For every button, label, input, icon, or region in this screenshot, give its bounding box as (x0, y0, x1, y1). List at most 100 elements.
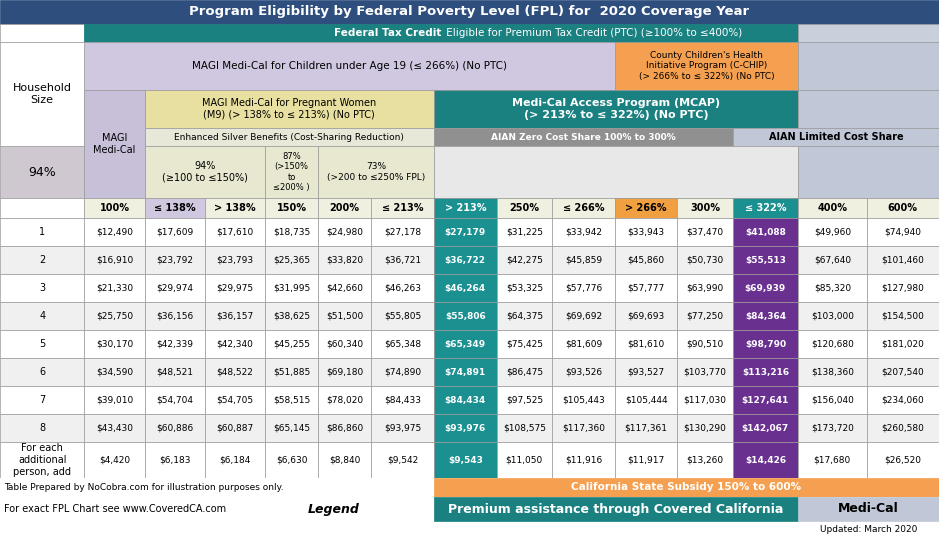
Text: ≤ 138%: ≤ 138% (154, 203, 195, 213)
Bar (0, 146, 85, 198)
Bar (145, 358, 205, 386)
Text: $63,990: $63,990 (686, 284, 724, 292)
Text: ≤ 266%: ≤ 266% (562, 203, 604, 213)
Bar (434, 218, 497, 246)
Bar (318, 246, 371, 274)
Text: $48,521: $48,521 (156, 368, 193, 377)
Text: $41,088: $41,088 (745, 227, 786, 237)
Text: $90,510: $90,510 (686, 340, 724, 349)
Bar (145, 246, 205, 274)
Text: $127,641: $127,641 (742, 395, 789, 404)
Text: $57,777: $57,777 (627, 284, 665, 292)
Bar (677, 302, 732, 330)
Bar (552, 246, 615, 274)
Text: $11,050: $11,050 (506, 456, 543, 465)
Text: $55,806: $55,806 (445, 311, 485, 320)
Text: $45,859: $45,859 (565, 256, 602, 265)
Bar (434, 330, 497, 358)
Text: $117,361: $117,361 (624, 423, 668, 432)
Bar (371, 358, 434, 386)
Text: $42,275: $42,275 (506, 256, 543, 265)
Bar (205, 386, 265, 414)
Bar (867, 442, 939, 478)
Bar (552, 442, 615, 478)
Text: 5: 5 (39, 339, 45, 349)
Bar (732, 302, 798, 330)
Text: $45,860: $45,860 (627, 256, 665, 265)
Bar (615, 198, 677, 218)
Bar (677, 218, 732, 246)
Bar (85, 330, 145, 358)
Text: $46,264: $46,264 (445, 284, 485, 292)
Text: ≤ 322%: ≤ 322% (745, 203, 786, 213)
Bar (552, 198, 615, 218)
Bar (434, 442, 497, 478)
Bar (0, 442, 85, 478)
Text: $105,444: $105,444 (624, 395, 668, 404)
Text: $78,020: $78,020 (326, 395, 363, 404)
Bar (798, 42, 939, 90)
Bar (732, 198, 798, 218)
Bar (732, 218, 798, 246)
Text: $6,183: $6,183 (159, 456, 191, 465)
Text: For exact FPL Chart see www.CoveredCA.com: For exact FPL Chart see www.CoveredCA.co… (4, 504, 226, 514)
Text: $103,770: $103,770 (684, 368, 727, 377)
Text: MAGI Medi-Cal for Children under Age 19 (≤ 266%) (No PTC): MAGI Medi-Cal for Children under Age 19 … (192, 61, 507, 71)
Text: $117,360: $117,360 (562, 423, 605, 432)
Bar (0, 478, 939, 497)
Text: $84,434: $84,434 (445, 395, 485, 404)
Bar (265, 386, 318, 414)
Bar (265, 302, 318, 330)
Text: 87%
(>150%
to
≤200% ): 87% (>150% to ≤200% ) (273, 152, 310, 192)
Bar (205, 302, 265, 330)
Bar (798, 330, 867, 358)
Bar (434, 414, 497, 442)
Bar (265, 274, 318, 302)
Bar (497, 198, 552, 218)
Bar (552, 302, 615, 330)
Text: > 138%: > 138% (214, 203, 255, 213)
Bar (497, 414, 552, 442)
Bar (265, 246, 318, 274)
Bar (434, 90, 798, 128)
Text: 100%: 100% (100, 203, 130, 213)
Text: $74,940: $74,940 (885, 227, 921, 237)
Text: $97,525: $97,525 (506, 395, 543, 404)
Text: 4: 4 (39, 311, 45, 321)
Text: $117,030: $117,030 (684, 395, 727, 404)
Text: $69,939: $69,939 (745, 284, 786, 292)
Text: $93,975: $93,975 (384, 423, 422, 432)
Bar (85, 358, 145, 386)
Text: AIAN Limited Cost Share: AIAN Limited Cost Share (769, 132, 903, 142)
Text: $60,887: $60,887 (216, 423, 254, 432)
Bar (552, 330, 615, 358)
Text: $21,330: $21,330 (96, 284, 133, 292)
Bar (0, 414, 85, 442)
Text: $9,543: $9,543 (448, 456, 483, 465)
Text: $53,325: $53,325 (506, 284, 543, 292)
Bar (85, 386, 145, 414)
Bar (85, 414, 145, 442)
Text: $45,255: $45,255 (273, 340, 310, 349)
Text: $29,974: $29,974 (156, 284, 193, 292)
Text: $65,348: $65,348 (384, 340, 422, 349)
Bar (265, 146, 318, 198)
Bar (434, 497, 798, 521)
Text: $69,692: $69,692 (565, 311, 602, 320)
Bar (145, 128, 434, 146)
Text: $25,750: $25,750 (96, 311, 133, 320)
Bar (371, 442, 434, 478)
Text: $60,886: $60,886 (156, 423, 193, 432)
Text: 2: 2 (39, 255, 45, 265)
Bar (0, 330, 85, 358)
Bar (434, 198, 497, 218)
Bar (0, 198, 85, 218)
Bar (732, 274, 798, 302)
Bar (371, 414, 434, 442)
Bar (434, 274, 497, 302)
Text: County Children's Health
Initiative Program (C-CHIP)
(> 266% to ≤ 322%) (No PTC): County Children's Health Initiative Prog… (639, 51, 774, 81)
Text: $11,917: $11,917 (627, 456, 665, 465)
Bar (145, 330, 205, 358)
Bar (0, 24, 85, 42)
Bar (497, 246, 552, 274)
